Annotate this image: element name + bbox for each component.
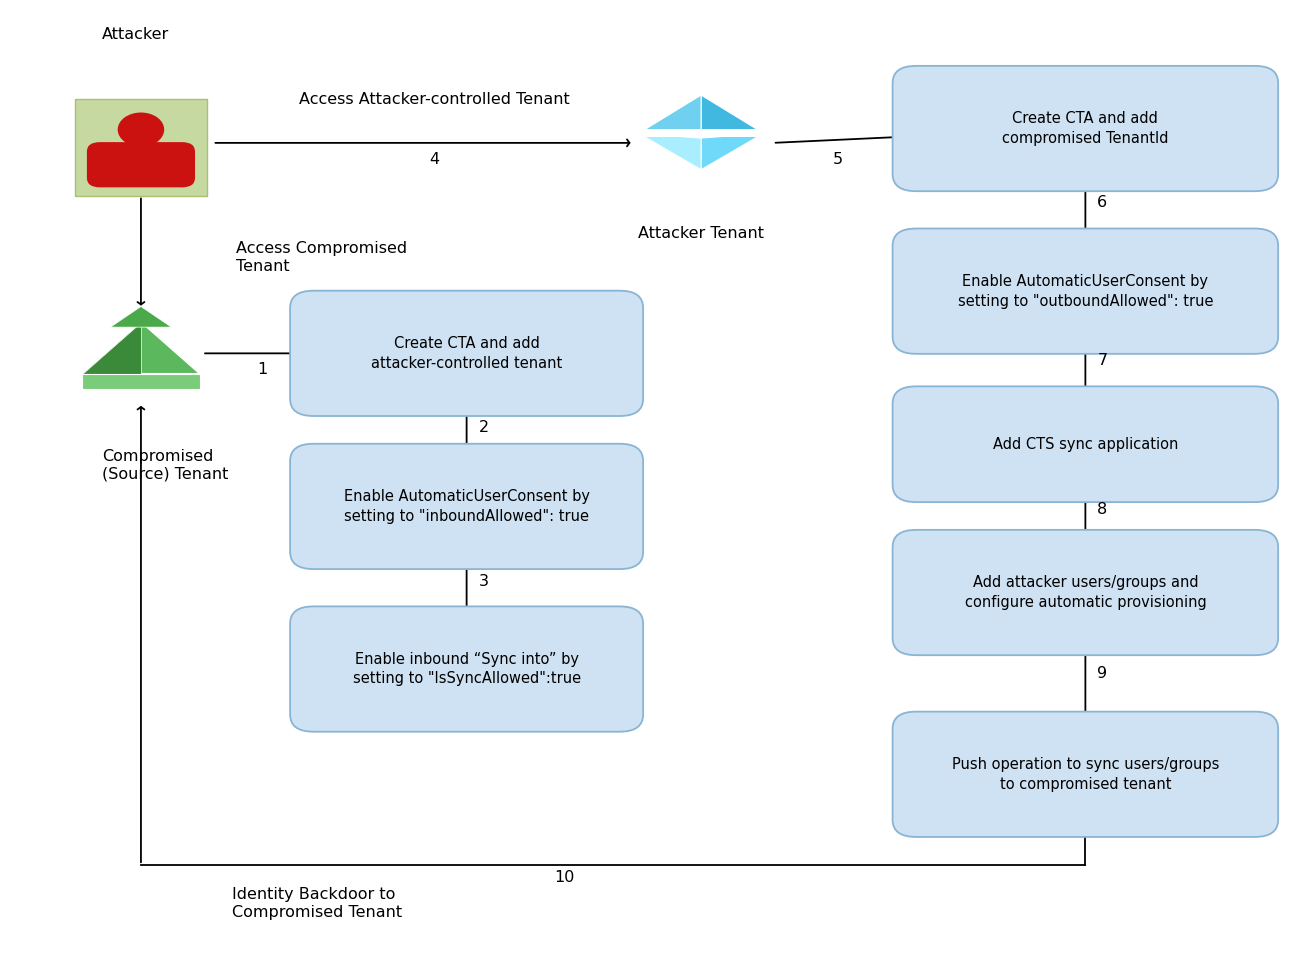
Text: 4: 4: [429, 152, 439, 167]
Text: 5: 5: [832, 152, 843, 167]
FancyBboxPatch shape: [893, 711, 1278, 837]
FancyBboxPatch shape: [290, 444, 644, 569]
FancyBboxPatch shape: [893, 229, 1278, 354]
Text: Push operation to sync users/groups
to compromised tenant: Push operation to sync users/groups to c…: [952, 757, 1219, 791]
Text: Add CTS sync application: Add CTS sync application: [992, 437, 1179, 452]
Text: Create CTA and add
attacker-controlled tenant: Create CTA and add attacker-controlled t…: [371, 336, 562, 371]
Text: 10: 10: [555, 870, 574, 885]
Text: Compromised
(Source) Tenant: Compromised (Source) Tenant: [102, 449, 228, 482]
Circle shape: [118, 113, 164, 147]
FancyBboxPatch shape: [290, 290, 644, 416]
Text: Create CTA and add
compromised TenantId: Create CTA and add compromised TenantId: [1002, 111, 1168, 146]
Text: 1: 1: [257, 362, 267, 377]
Polygon shape: [638, 95, 701, 133]
FancyBboxPatch shape: [638, 129, 763, 137]
FancyBboxPatch shape: [75, 99, 207, 196]
Text: 9: 9: [1097, 667, 1108, 681]
FancyBboxPatch shape: [290, 606, 644, 731]
Text: 6: 6: [1097, 195, 1108, 209]
Text: Enable inbound “Sync into” by
setting to "IsSyncAllowed":true: Enable inbound “Sync into” by setting to…: [353, 651, 581, 686]
Text: 8: 8: [1097, 502, 1108, 517]
Polygon shape: [110, 307, 172, 327]
Text: 7: 7: [1097, 352, 1108, 368]
Text: Enable AutomaticUserConsent by
setting to "outboundAllowed": true: Enable AutomaticUserConsent by setting t…: [957, 274, 1213, 309]
Text: Access Compromised
Tenant: Access Compromised Tenant: [236, 241, 408, 274]
Polygon shape: [701, 133, 763, 170]
Polygon shape: [83, 322, 199, 373]
FancyBboxPatch shape: [893, 66, 1278, 191]
FancyBboxPatch shape: [893, 386, 1278, 502]
Text: Access Attacker-controlled Tenant: Access Attacker-controlled Tenant: [299, 93, 569, 107]
Text: 2: 2: [479, 421, 489, 435]
FancyBboxPatch shape: [87, 142, 195, 187]
Text: Identity Backdoor to
Compromised Tenant: Identity Backdoor to Compromised Tenant: [232, 887, 402, 920]
Text: Attacker: Attacker: [102, 27, 169, 42]
Polygon shape: [638, 133, 701, 170]
FancyBboxPatch shape: [83, 373, 199, 389]
Text: Enable AutomaticUserConsent by
setting to "inboundAllowed": true: Enable AutomaticUserConsent by setting t…: [343, 489, 590, 524]
Text: Attacker Tenant: Attacker Tenant: [638, 226, 764, 241]
Polygon shape: [701, 95, 763, 133]
Text: Add attacker users/groups and
configure automatic provisioning: Add attacker users/groups and configure …: [965, 575, 1206, 610]
Text: 3: 3: [479, 574, 489, 590]
Polygon shape: [83, 322, 142, 373]
FancyBboxPatch shape: [893, 530, 1278, 655]
